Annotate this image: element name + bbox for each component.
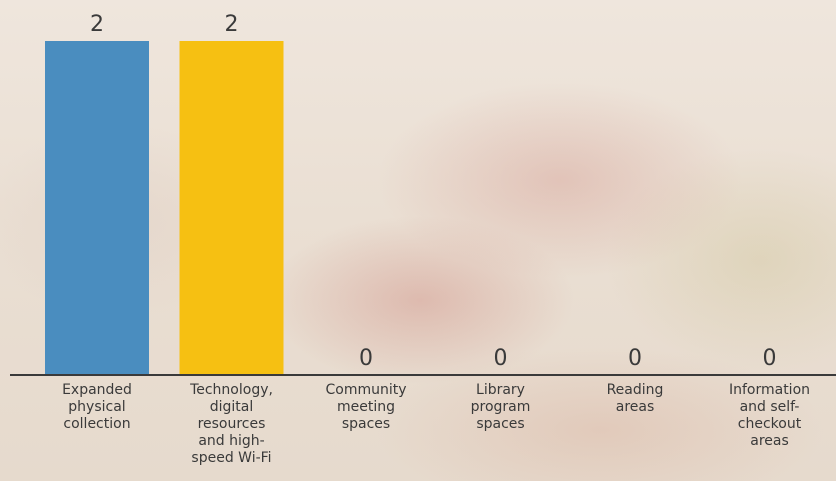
- category-label-4: Reading areas: [607, 382, 664, 415]
- bar-1: [179, 41, 284, 375]
- category-label-line: areas: [750, 433, 789, 449]
- category-label-line: Information: [729, 382, 810, 398]
- value-label-5: 0: [763, 346, 777, 371]
- category-label-line: speed Wi-Fi: [191, 450, 271, 466]
- bar-0: [45, 41, 149, 375]
- category-label-line: spaces: [342, 416, 390, 432]
- value-labels-group: 2 2 0 0 0 0: [90, 12, 777, 371]
- category-label-line: Library: [476, 382, 525, 398]
- category-label-line: Community: [325, 382, 406, 398]
- category-label-line: physical: [68, 399, 125, 415]
- category-label-2: Community meeting spaces: [325, 382, 406, 432]
- value-label-1: 2: [225, 12, 239, 37]
- category-label-3: Library program spaces: [471, 382, 531, 432]
- category-label-line: digital: [210, 399, 254, 415]
- category-label-line: Reading: [607, 382, 664, 398]
- category-labels-group: Expanded physical collection Technology, dig…: [62, 382, 810, 466]
- category-label-5: Information and self-checkout areas: [729, 382, 810, 449]
- category-label-line: program: [471, 399, 531, 415]
- category-label-line: areas: [616, 399, 655, 415]
- value-label-4: 0: [628, 346, 642, 371]
- category-label-0: Expanded physical collection: [62, 382, 132, 432]
- category-label-line: resources: [198, 416, 266, 432]
- value-label-0: 2: [90, 12, 104, 37]
- value-label-2: 0: [359, 346, 373, 371]
- category-label-line: Technology,: [189, 382, 273, 398]
- category-label-line: meeting: [337, 399, 395, 415]
- category-label-line: Expanded: [62, 382, 132, 398]
- category-label-line: checkout: [738, 416, 802, 432]
- category-label-1: Technology, digital resources and high-spee…: [189, 382, 273, 466]
- category-label-line: collection: [63, 416, 130, 432]
- category-label-line: spaces: [476, 416, 524, 432]
- value-label-3: 0: [494, 346, 508, 371]
- category-label-line: and high-: [198, 433, 264, 449]
- category-label-line: and self-: [740, 399, 800, 415]
- bars-group: [45, 41, 284, 375]
